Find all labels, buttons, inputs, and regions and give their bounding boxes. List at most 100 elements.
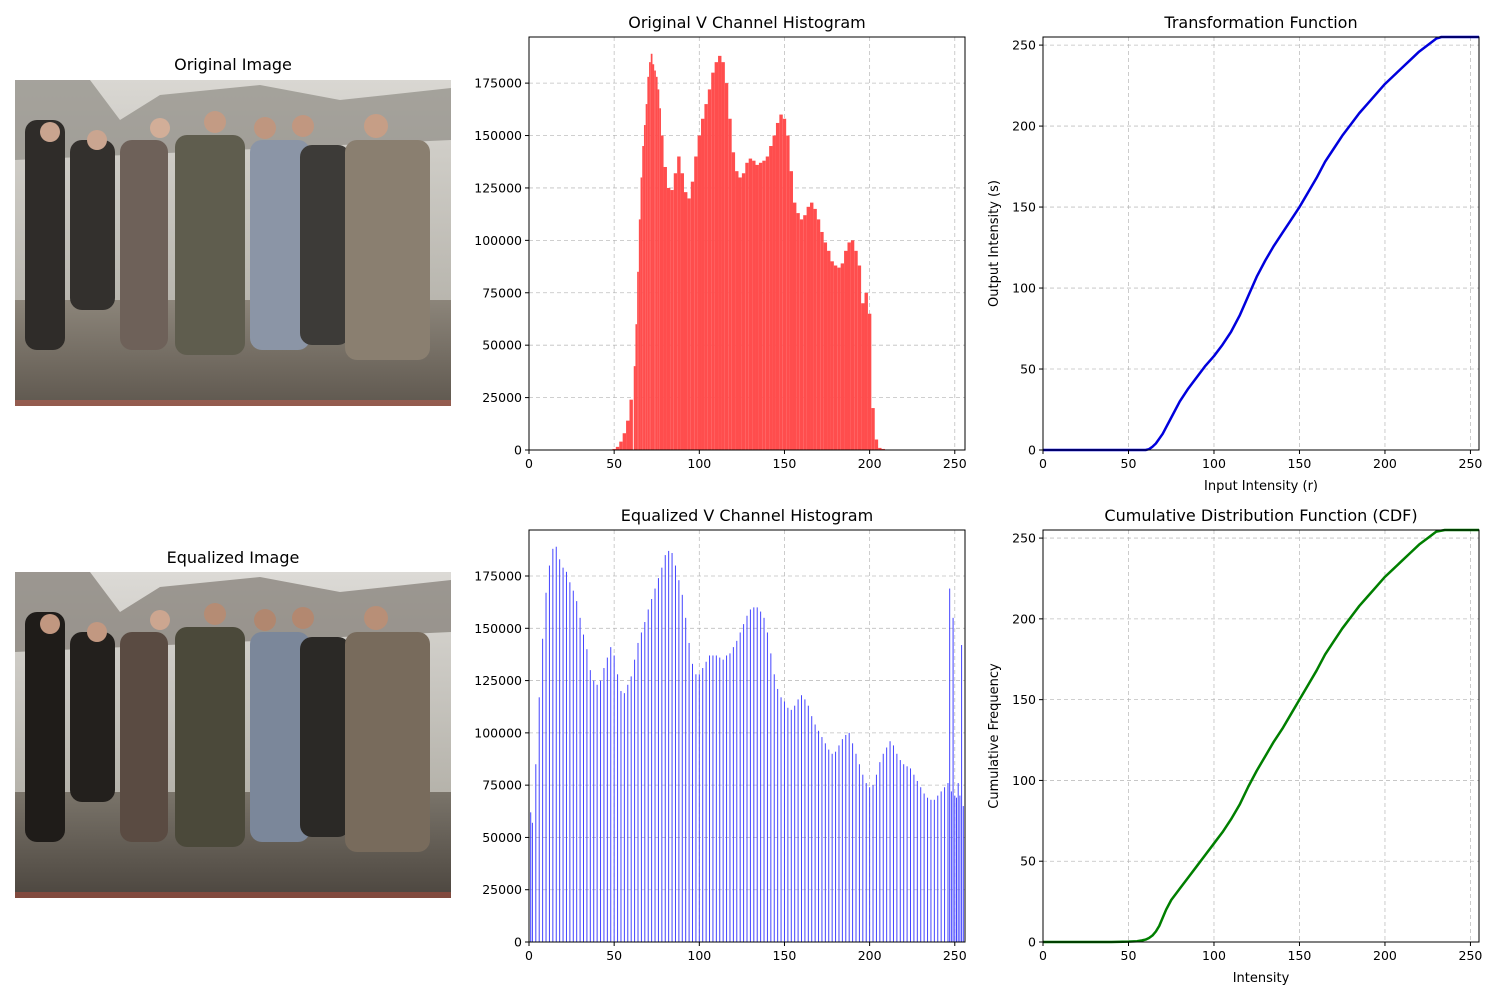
histogram-bar [857,265,862,450]
histogram-bar [627,684,629,942]
histogram-bar [690,181,695,450]
histogram-bar [804,699,806,942]
equalized-image-title: Equalized Image [167,548,300,567]
histogram-bar [715,655,717,942]
histogram-bar [620,691,622,942]
histogram-bar [683,192,688,450]
histogram-bar [792,202,797,450]
histogram-bar [837,267,841,450]
histogram-bar [913,774,915,942]
x-axis-label: Intensity [1233,971,1290,986]
histogram-bar [694,156,698,450]
histogram-bar [722,659,724,942]
histogram-bar [615,446,620,450]
histogram-bar [763,617,765,942]
histogram-bar [688,642,690,942]
histogram-bar [637,271,639,450]
histogram-bar [654,588,656,942]
axes-frame [528,36,966,451]
histogram-bar [640,632,642,942]
histogram-bar [896,753,898,942]
x-axis: 0 50 100 150 200 250 [1039,450,1482,471]
histogram-bar [711,72,715,451]
histogram-bar [728,118,732,451]
histogram-bar [712,655,714,942]
x-tick-label: 200 [1373,456,1397,471]
x-tick-label: 100 [1202,456,1226,471]
x-tick-label: 50 [606,456,622,471]
histogram-bar [657,89,660,451]
histogram-bar [692,663,693,942]
histogram-bar [629,399,633,450]
y-tick-label: 50 [1020,854,1036,869]
histogram-bar [538,697,540,942]
histogram-bar [668,550,670,942]
histogram-bar [644,622,646,942]
y-tick-label: 0 [514,935,522,950]
histogram-bar [565,571,567,942]
histogram-bar [612,448,616,450]
histogram-bar [916,780,918,942]
histogram-bar [655,76,658,450]
histogram-bar [748,158,753,450]
x-tick-label: 0 [525,948,533,963]
histogram-bar [875,774,877,942]
y-axis-label: Cumulative Frequency [987,663,1002,809]
histogram-bar [660,135,664,450]
histogram-bar [756,607,758,942]
histogram-bar [647,76,650,450]
histogram-bar [855,753,857,942]
histogram-bar [762,160,766,450]
histogram-bar [777,688,779,942]
histogram-bar [695,674,697,942]
histogram-bar [950,791,952,942]
y-axis: 0 25000 50000 75000 100000 125000 150000 175000 [474,76,529,458]
equalized-histogram-chart: 0 50 100 150 200 250 0 25000 50000 75000 100000 125… [474,506,966,963]
histogram-bar [833,265,838,450]
histogram-bar [758,162,763,450]
x-tick-label: 150 [1288,948,1312,963]
y-tick-label: 125000 [474,673,522,688]
transformation-function-chart: 0 50 100 150 200 250 0 50 100 150 200 250 Transforma… [987,13,1482,494]
histogram-bar [610,647,612,942]
histogram-bar [871,408,875,450]
x-tick-label: 150 [1288,456,1312,471]
x-tick-label: 200 [858,456,882,471]
histogram-bar [634,659,636,942]
histogram-bar [858,764,860,942]
histogram-bar [773,674,775,942]
histogram-bar [704,104,708,450]
histogram-bar [765,156,770,450]
x-tick-label: 50 [1121,948,1137,963]
histogram-bar [850,240,855,450]
histogram-bar [840,263,845,450]
equalized-image-panel: Equalized Image [15,548,451,898]
x-tick-label: 0 [525,456,533,471]
histogram-bar [603,668,605,942]
x-axis: 0 50 100 150 200 250 [525,942,967,963]
histogram-bar [685,617,687,942]
x-tick-label: 200 [858,948,882,963]
y-tick-label: 175000 [474,76,522,91]
cdf-chart: 0 50 100 150 200 250 0 50 100 150 200 250 Cumulative… [987,506,1482,986]
axes-frame [1042,529,1480,943]
histogram-bar [677,156,681,450]
histogram-bar [633,366,636,450]
x-tick-label: 250 [1459,456,1483,471]
y-tick-label: 50 [1020,362,1036,377]
y-tick-label: 100 [1012,773,1036,788]
histogram-bar [630,676,632,942]
histogram-bar [796,213,800,450]
histogram-bar [852,743,854,942]
x-tick-label: 0 [1039,948,1047,963]
histogram-bar [794,705,796,942]
histogram-bar [596,684,598,942]
histogram-bar [803,215,807,450]
histogram-bar [903,764,905,942]
chart-title: Equalized V Channel Histogram [621,506,873,525]
histogram-bar [823,242,828,450]
histogram-bar [841,739,843,942]
y-tick-label: 250 [1012,38,1036,53]
histogram-bar [732,647,734,942]
histogram-bar [755,164,759,451]
